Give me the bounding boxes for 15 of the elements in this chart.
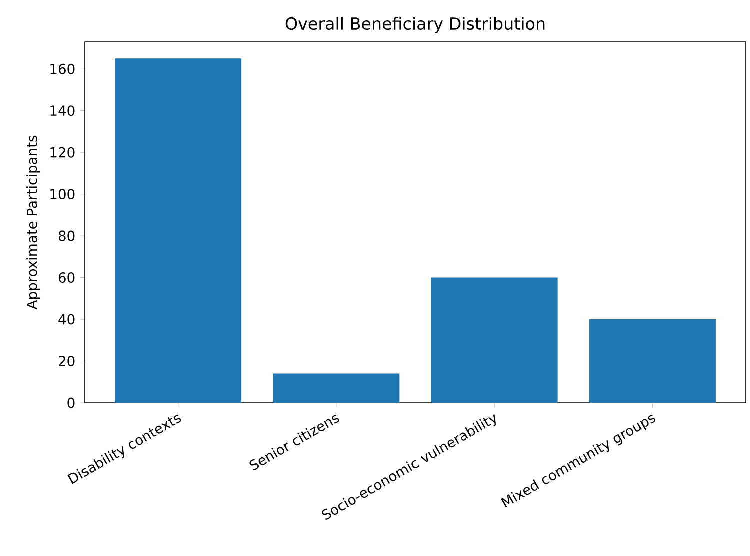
y-tick-label: 20 [59,356,75,366]
y-tick-label: 140 [50,106,75,116]
y-tick-label: 80 [58,230,75,242]
bar [115,58,242,403]
y-tick-label: 100 [50,189,75,200]
y-axis-title: Approximate Participants [26,136,40,310]
bar [431,278,558,403]
chart-title: Overall Beneficiary Distribution [286,17,545,34]
y-tick-label: 40 [58,314,75,325]
bar [273,374,400,403]
y-tick-label: 160 [50,64,75,74]
y-tick-label: 0 [68,398,75,408]
bar [589,320,716,403]
y-tick-label: 120 [50,147,75,158]
y-tick-label: 60 [58,272,75,284]
